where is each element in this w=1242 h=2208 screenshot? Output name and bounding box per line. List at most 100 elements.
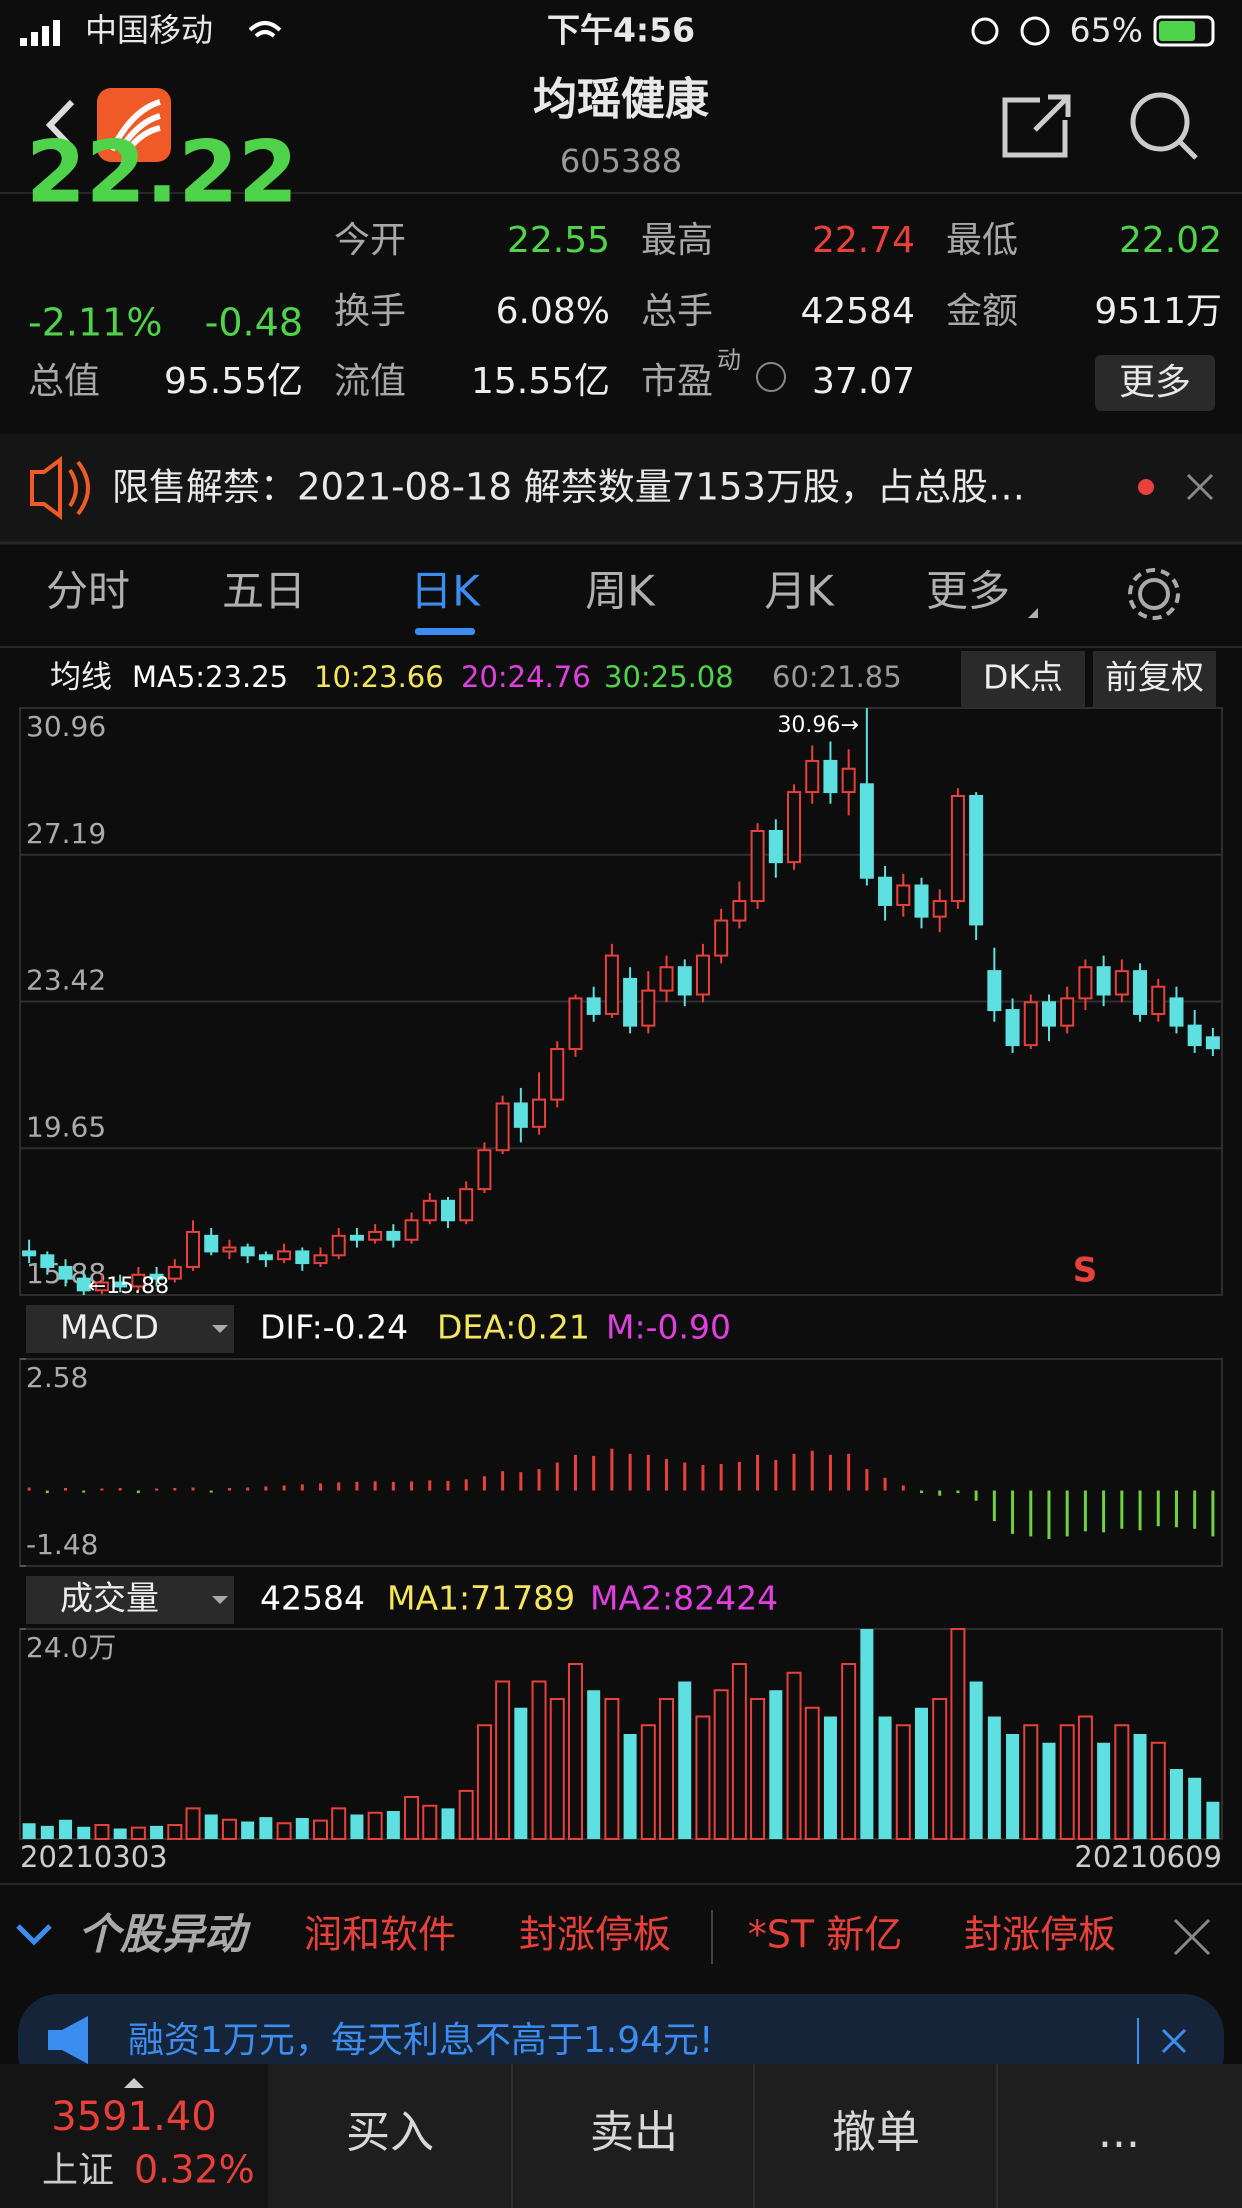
close-notice[interactable]: [1186, 473, 1214, 501]
bar: [185, 1807, 201, 1840]
bar: [428, 1480, 432, 1491]
indicator-name[interactable]: MACD: [60, 1308, 159, 1347]
trade-button[interactable]: 卖出: [590, 2107, 678, 2158]
search-button[interactable]: [1130, 92, 1198, 160]
bar: [476, 1724, 492, 1840]
chart-button[interactable]: [961, 651, 1085, 707]
tab[interactable]: 分时: [46, 567, 130, 616]
dropdown-mark: [212, 1325, 228, 1333]
y-tick-label: 23.42: [26, 964, 106, 997]
chart-frame: [19, 1628, 1223, 1840]
bar: [313, 1819, 328, 1840]
stat-value: 9511万: [1094, 291, 1222, 332]
bar: [1102, 1490, 1106, 1533]
tab[interactable]: 日K: [410, 567, 481, 616]
indicator-name[interactable]: 成交量: [60, 1579, 159, 1618]
bar: [295, 1818, 309, 1839]
stat-label: 最低: [946, 220, 1018, 261]
indicator-select[interactable]: [26, 1305, 234, 1353]
indicator-select[interactable]: [26, 1576, 234, 1624]
stat-value: 95.55亿: [164, 361, 303, 402]
bar: [59, 1819, 73, 1839]
signal-icon: [20, 20, 60, 46]
bar: [792, 1453, 796, 1491]
bar: [355, 1481, 359, 1491]
expand-icon[interactable]: [16, 1924, 52, 1946]
signal-marker: S: [1073, 1251, 1098, 1291]
close-ad[interactable]: [1161, 2028, 1187, 2054]
bar: [537, 1469, 541, 1491]
bar: [113, 1828, 127, 1839]
candle-body: [94, 1281, 109, 1292]
bar: [865, 1469, 869, 1491]
bar: [1156, 1490, 1160, 1527]
candle-body: [258, 1254, 273, 1261]
bar: [878, 1716, 892, 1839]
y-tick-label: -1.48: [26, 1528, 98, 1561]
candle-body: [1005, 1009, 1020, 1047]
bar: [567, 1663, 583, 1840]
bar: [1211, 1490, 1215, 1537]
alarm-icon: [1020, 16, 1050, 46]
bar: [1193, 1490, 1197, 1529]
y-tick-label: 27.19: [26, 817, 106, 850]
more-button[interactable]: [1095, 355, 1215, 411]
ad-text[interactable]: 融资1万元，每天利息不高于1.94元!: [128, 2020, 714, 2061]
candle-body: [714, 919, 729, 957]
bar: [774, 1459, 778, 1491]
stat-value: 37.07: [812, 361, 915, 402]
tab[interactable]: 更多: [926, 567, 1010, 616]
share-button[interactable]: [1002, 94, 1071, 158]
dropdown-mark: [1028, 608, 1038, 618]
bar: [1097, 1742, 1111, 1839]
bar: [100, 1488, 104, 1491]
bar: [1023, 1724, 1039, 1840]
bar: [82, 1490, 86, 1493]
more-button-label[interactable]: 更多: [1119, 362, 1191, 403]
candle-body: [604, 954, 619, 1015]
candle-body: [677, 966, 692, 996]
settings-button[interactable]: [1128, 568, 1180, 620]
back-button[interactable]: [45, 99, 75, 151]
tab[interactable]: 五日: [222, 567, 306, 616]
y-tick-label: 30.96: [26, 710, 106, 743]
bar: [1114, 1724, 1130, 1840]
trade-button[interactable]: 撤单: [832, 2107, 920, 2158]
bar: [974, 1490, 978, 1501]
bar: [1011, 1490, 1015, 1534]
bar: [331, 1807, 347, 1840]
bar: [77, 1826, 91, 1839]
bar: [446, 1480, 450, 1491]
bar: [118, 1487, 122, 1491]
candle-body: [969, 794, 984, 926]
chart-button[interactable]: [1093, 651, 1216, 707]
candle-body: [131, 1273, 146, 1288]
trade-button[interactable]: 买入: [346, 2107, 434, 2158]
bar: [167, 1824, 183, 1840]
close-ticker[interactable]: [1173, 1918, 1211, 1956]
ticker-title: 个股异动: [78, 1910, 251, 1959]
bar: [337, 1482, 341, 1491]
candle-body: [1205, 1036, 1220, 1050]
chart-button-label[interactable]: DK点: [983, 658, 1063, 697]
info-icon[interactable]: [756, 362, 786, 392]
bar: [64, 1487, 68, 1491]
ticker-item[interactable]: *ST 新亿: [748, 1913, 902, 1957]
chart-button-label[interactable]: 前复权: [1105, 658, 1204, 697]
candle-body: [987, 970, 1002, 1012]
notice-text: 限售解禁：2021-08-18 解禁数量7153万股，占总股…: [112, 466, 1025, 509]
bar: [155, 1488, 159, 1491]
tab[interactable]: 月K: [764, 567, 835, 616]
bar: [665, 1458, 669, 1491]
bar: [1150, 1741, 1166, 1840]
bar: [514, 1707, 528, 1839]
ticker-item[interactable]: 封涨停板: [519, 1913, 671, 1957]
stat-value: 22.02: [1119, 220, 1222, 261]
trade-button[interactable]: ...: [1098, 2107, 1140, 2158]
ticker-item[interactable]: 封涨停板: [964, 1913, 1116, 1957]
tab[interactable]: 周K: [585, 567, 656, 616]
bar: [623, 1734, 637, 1839]
ticker-item[interactable]: 润和软件: [304, 1913, 456, 1957]
candle-body: [459, 1188, 474, 1222]
